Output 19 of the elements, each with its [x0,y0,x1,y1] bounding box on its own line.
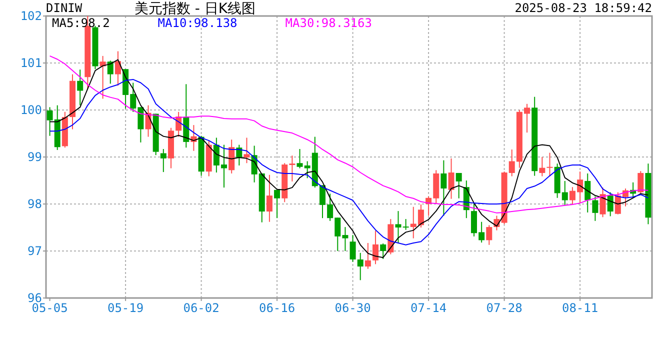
chart-title: 美元指数 - 日K线图 [134,1,256,17]
x-tick-label: 07-14 [410,301,447,315]
y-tick-label: 97 [28,244,42,258]
x-tick-label: 07-28 [486,301,522,315]
x-tick-label: 06-02 [183,301,220,315]
text: 2025-08-23 18:59:42 [514,1,652,15]
text: DINIW [46,1,83,15]
text: MA30:98.3163 [285,16,372,30]
x-tick-label: 06-16 [258,301,296,315]
x-tick-label: 06-30 [334,301,371,315]
y-tick-label: 100 [20,103,42,117]
y-tick-label: 101 [20,56,42,70]
x-tick-label: 05-19 [107,301,144,315]
y-tick-label: 98 [28,197,42,211]
x-tick-label: 05-05 [32,301,68,315]
y-tick-label: 99 [28,150,42,164]
y-tick-label: 102 [20,9,42,23]
x-tick-label: 08-11 [562,301,598,315]
text: MA10:98.138 [158,16,238,30]
